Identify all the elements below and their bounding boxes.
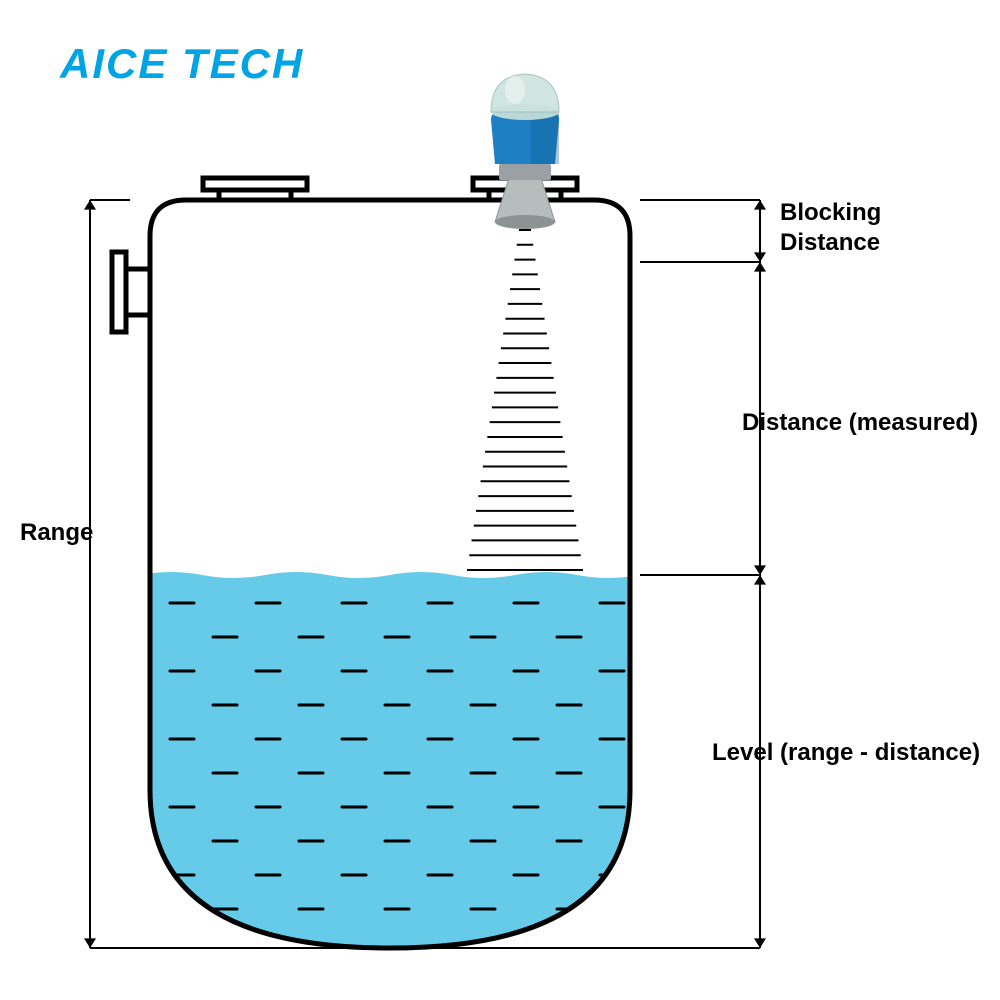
tank-liquid <box>140 572 640 988</box>
sensor-beam <box>467 230 583 570</box>
label-range: Range <box>20 519 93 546</box>
level-sensor <box>491 74 559 229</box>
brand-logo: AICE TECH <box>60 40 304 88</box>
label-blocking-2: Distance <box>780 229 880 256</box>
label-distance: Distance (measured) <box>742 409 978 436</box>
label-blocking-1: Blocking <box>780 199 881 226</box>
diagram-canvas: Range Blocking Distance Distance (measured)… <box>0 0 1000 1000</box>
label-level: Level (range - distance) <box>712 739 980 766</box>
